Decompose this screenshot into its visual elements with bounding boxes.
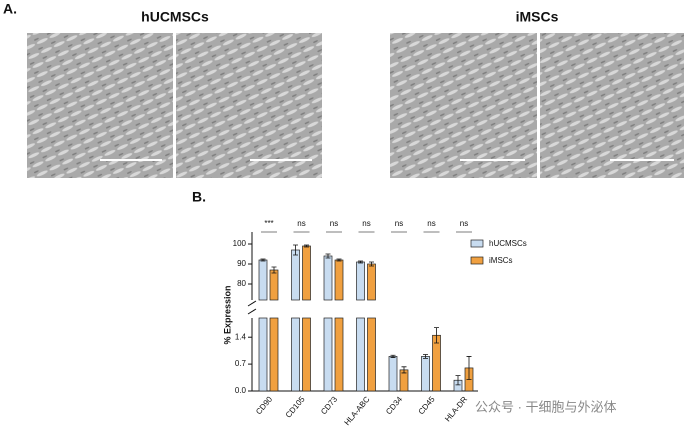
x-tick-label: CD34 xyxy=(384,394,404,416)
error-bar xyxy=(466,356,472,380)
y-tick-label: 1.4 xyxy=(235,332,247,341)
error-bar xyxy=(401,366,407,374)
bar xyxy=(334,259,344,301)
error-bar xyxy=(358,260,363,264)
panel-label: A. xyxy=(3,1,17,17)
image-title: iMSCs xyxy=(516,9,559,25)
panel-label: B. xyxy=(192,189,206,205)
y-tick-label: 80 xyxy=(237,279,246,288)
significance-label: ns xyxy=(395,219,403,228)
bar xyxy=(291,249,300,301)
microscope-images xyxy=(27,33,684,178)
error-bar xyxy=(369,261,374,267)
x-tick-label: CD90 xyxy=(254,394,274,416)
x-tick-label: CD45 xyxy=(417,394,437,416)
image-title: hUCMSCs xyxy=(141,9,209,25)
axis-break xyxy=(247,300,257,315)
legend-swatch xyxy=(470,239,484,248)
legend-label: hUCMSCs xyxy=(489,239,527,248)
legend-swatch xyxy=(470,256,484,265)
y-tick-label: 100 xyxy=(233,239,247,248)
error-bar xyxy=(455,375,461,386)
bar xyxy=(388,356,398,392)
error-bar xyxy=(293,244,298,256)
error-bar xyxy=(423,354,428,359)
x-tick-label: HLA-ABC xyxy=(342,395,371,428)
significance-label: ns xyxy=(297,219,305,228)
bar xyxy=(291,317,300,392)
bar xyxy=(367,317,376,392)
y-tick-label: 0.0 xyxy=(235,386,247,395)
y-tick-label: 0.7 xyxy=(235,359,247,368)
bar xyxy=(258,259,268,301)
bar xyxy=(323,317,333,392)
microscope-image xyxy=(27,33,173,178)
microscope-image xyxy=(176,33,322,178)
error-bar xyxy=(390,354,396,358)
significance-label: ns xyxy=(330,219,338,228)
bar xyxy=(356,317,365,392)
watermark: 公众号 · 干细胞与外泌体 xyxy=(475,399,617,414)
y-tick-label: 90 xyxy=(237,259,246,268)
error-bar xyxy=(336,258,342,262)
error-bar xyxy=(271,266,277,274)
legend-label: iMSCs xyxy=(489,256,513,265)
bar xyxy=(356,261,365,301)
y-axis-label: % Expression xyxy=(222,285,232,344)
bar xyxy=(432,334,441,392)
microscope-image xyxy=(390,33,537,178)
significance-label: ns xyxy=(427,219,435,228)
bar xyxy=(334,317,344,392)
bar xyxy=(269,317,279,392)
bar xyxy=(302,245,311,301)
error-bar xyxy=(260,258,266,262)
bar xyxy=(302,317,311,392)
bar xyxy=(421,356,430,392)
x-tick-label: CD73 xyxy=(319,394,339,416)
microscope-image xyxy=(540,33,684,178)
error-bar xyxy=(304,244,309,248)
bar xyxy=(258,317,268,392)
bar xyxy=(269,269,279,301)
bar xyxy=(367,263,376,301)
x-tick-label: CD105 xyxy=(284,394,307,419)
significance-label: *** xyxy=(264,219,273,228)
significance-label: ns xyxy=(362,219,370,228)
error-bar xyxy=(325,253,331,259)
error-bar xyxy=(434,327,439,344)
x-tick-label: HLA-DR xyxy=(443,395,469,424)
bar xyxy=(323,255,333,301)
significance-label: ns xyxy=(460,219,468,228)
